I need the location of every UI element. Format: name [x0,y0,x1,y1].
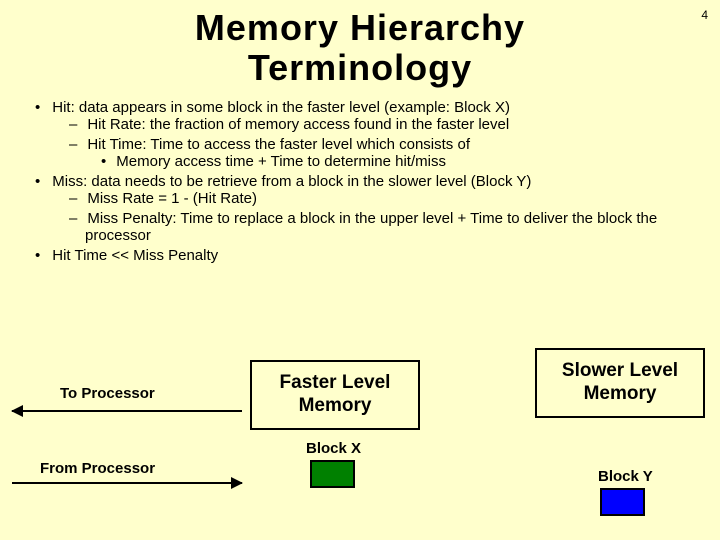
block-y-label: Block Y [598,468,653,485]
bullet-compare-text: Hit Time << Miss Penalty [52,247,218,264]
to-processor-label: To Processor [60,385,155,402]
bullet-miss-rate: Miss Rate = 1 - (Hit Rate) [53,190,695,207]
title-line-2: Terminology [248,47,472,88]
page-number: 4 [701,8,708,22]
block-x-rect [310,460,355,488]
bullet-compare: Hit Time << Miss Penalty [25,247,695,264]
bullet-hit-text: Hit: data appears in some block in the f… [52,99,510,116]
bullet-hit-time-text: Hit Time: Time to access the faster leve… [87,136,470,153]
bullet-hit-time-sub-text: Memory access time + Time to determine h… [116,153,446,170]
bullet-hit-rate-text: Hit Rate: the fraction of memory access … [87,116,509,133]
bullet-miss-penalty-text: Miss Penalty: Time to replace a block in… [85,210,657,244]
bullet-hit-time: Hit Time: Time to access the faster leve… [53,136,695,170]
from-processor-label: From Processor [40,460,155,477]
title-line-1: Memory Hierarchy [195,7,525,48]
memory-diagram: To Processor From Processor Faster Level… [0,340,720,540]
faster-level-box: Faster Level Memory [250,360,420,430]
bullet-miss: Miss: data needs to be retrieve from a b… [25,173,695,244]
block-y-rect [600,488,645,516]
bullet-miss-penalty: Miss Penalty: Time to replace a block in… [53,210,695,244]
bullet-miss-rate-text: Miss Rate = 1 - (Hit Rate) [87,190,257,207]
slower-level-box: Slower Level Memory [535,348,705,418]
slide-title: Memory Hierarchy Terminology [0,0,720,87]
bullet-hit-time-sub: Memory access time + Time to determine h… [85,153,695,170]
bullet-miss-text: Miss: data needs to be retrieve from a b… [52,173,531,190]
bullet-content: Hit: data appears in some block in the f… [0,87,720,264]
block-x-label: Block X [306,440,361,457]
arrow-from-processor [12,482,242,484]
arrow-to-processor [12,410,242,412]
bullet-hit: Hit: data appears in some block in the f… [25,99,695,170]
bullet-hit-rate: Hit Rate: the fraction of memory access … [53,116,695,133]
